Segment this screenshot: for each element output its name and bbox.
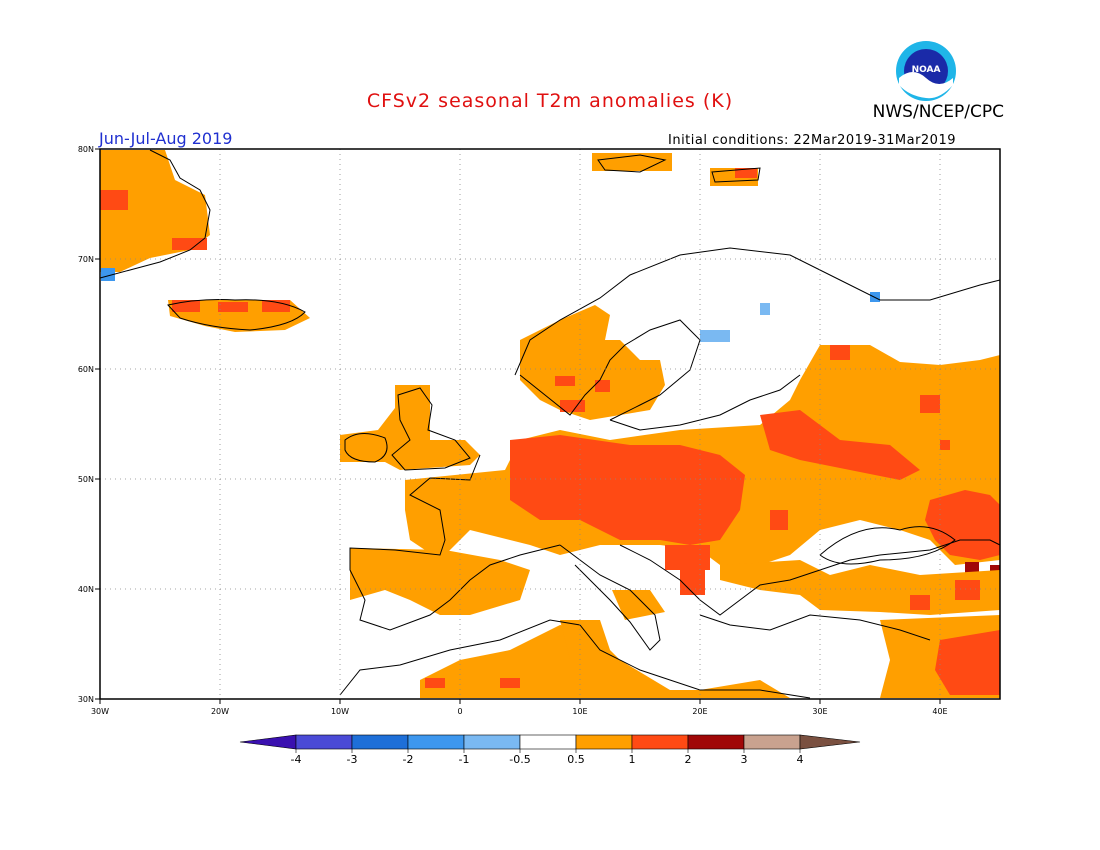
- anomaly-cell: [172, 238, 207, 250]
- anomaly-cell: [555, 376, 575, 386]
- anomaly-region: [560, 620, 610, 660]
- colorbar-label: 2: [685, 753, 692, 766]
- anomaly-cell: [665, 545, 710, 570]
- colorbar-swatch: [687, 734, 745, 750]
- colorbar-label: 3: [741, 753, 748, 766]
- anomaly-cell: [940, 440, 950, 450]
- anomaly-cell: [760, 303, 770, 315]
- anomaly-cell: [101, 268, 115, 281]
- anomaly-cell: [955, 580, 980, 600]
- colorbar: -4 -3 -2 -1 -0.5 0.5 1 2 3 4: [239, 734, 861, 766]
- anomaly-cell: [262, 300, 290, 312]
- lat-tick-label: 60N: [78, 365, 94, 374]
- colorbar-label: -2: [403, 753, 414, 766]
- colorbar-swatch: [407, 734, 465, 750]
- map-frame: [99, 148, 1001, 700]
- anomaly-region: [925, 490, 1000, 560]
- coastline: [349, 454, 561, 631]
- coastline: [339, 619, 811, 699]
- anomaly-cell: [218, 302, 248, 312]
- anomaly-region: [350, 548, 530, 615]
- anomaly-cell: [440, 595, 458, 613]
- anomaly-cell: [830, 345, 850, 360]
- anomaly-cell: [458, 570, 478, 590]
- anomaly-cell: [595, 380, 610, 392]
- anomaly-cell: [100, 190, 128, 210]
- colorbar-swatch: [519, 734, 577, 750]
- coastlines: [99, 149, 1001, 699]
- anomaly-cell: [500, 678, 520, 688]
- anomaly-region: [935, 630, 1000, 695]
- colorbar-label: 4: [797, 753, 804, 766]
- colorbar-label: -4: [291, 753, 302, 766]
- colorbar-label: -3: [347, 753, 358, 766]
- anomaly-cell: [735, 168, 757, 178]
- coastline: [597, 154, 667, 173]
- coastline: [391, 387, 471, 471]
- organization-label: NWS/NCEP/CPC: [872, 102, 1004, 122]
- coastline: [514, 247, 1001, 376]
- coastline: [519, 319, 701, 421]
- lat-tick-label: 50N: [78, 475, 94, 484]
- season-label: Jun-Jul-Aug 2019: [99, 129, 233, 148]
- coastline: [167, 299, 306, 331]
- anomaly-region: [100, 150, 210, 272]
- anomaly-region: [612, 590, 665, 620]
- lon-tick-label: 20E: [692, 707, 707, 716]
- lat-tick-label: 80N: [78, 145, 94, 154]
- lon-tick-label: 30W: [91, 707, 109, 716]
- anomaly-region: [340, 385, 480, 470]
- colorbar-arrow-low: [239, 734, 297, 750]
- lat-tick-label: 30N: [78, 695, 94, 704]
- coastline: [711, 167, 761, 183]
- lon-tick-label: 30E: [812, 707, 827, 716]
- anomaly-region: [520, 305, 665, 420]
- lon-tick-label: 10E: [572, 707, 587, 716]
- coastline: [699, 614, 931, 641]
- anomaly-region: [760, 410, 920, 480]
- coastline: [609, 374, 801, 431]
- anomaly-cell: [910, 595, 930, 610]
- coastline: [344, 433, 388, 463]
- coastline: [99, 149, 211, 279]
- anomaly-cell: [680, 570, 705, 595]
- lon-tick-label: 10W: [331, 707, 349, 716]
- lon-tick-label: 0: [457, 707, 462, 716]
- colorbar-swatch: [631, 734, 689, 750]
- lat-tick-label: 40N: [78, 585, 94, 594]
- lon-tick-label: 40E: [932, 707, 947, 716]
- colorbar-swatch: [743, 734, 801, 750]
- gridlines: [100, 149, 1000, 699]
- colorbar-label: -1: [459, 753, 470, 766]
- coastline: [819, 526, 956, 565]
- colorbar-label: 0.5: [567, 753, 585, 766]
- coastline: [559, 544, 661, 651]
- anomaly-cell: [920, 395, 940, 413]
- lon-tick-label: 20W: [211, 707, 229, 716]
- anomaly-cell: [425, 678, 445, 688]
- colorbar-swatch: [295, 734, 353, 750]
- anomaly-cell: [770, 510, 788, 530]
- anomaly-field: [100, 150, 1000, 698]
- anomaly-cell: [965, 562, 979, 574]
- axis-ticks: 30W 20W 10W 0 10E 20E 30E 40E 80N 70N 60N 50N 40N 30N: [78, 145, 948, 716]
- initial-conditions-label: Initial conditions: 22Mar2019-31Mar2019: [668, 133, 956, 148]
- anomaly-region: [510, 435, 745, 545]
- colorbar-arrow-high: [799, 734, 861, 750]
- lat-tick-label: 70N: [78, 255, 94, 264]
- colorbar-label: 1: [629, 753, 636, 766]
- colorbar-swatch: [351, 734, 409, 750]
- anomaly-cell: [700, 330, 730, 342]
- colorbar-label: -0.5: [509, 753, 530, 766]
- logo-text: NOAA: [912, 65, 941, 75]
- colorbar-swatch: [463, 734, 521, 750]
- noaa-logo-icon: NOAA: [896, 41, 956, 101]
- colorbar-swatch: [575, 734, 633, 750]
- map-title: CFSv2 seasonal T2m anomalies (K): [366, 90, 734, 112]
